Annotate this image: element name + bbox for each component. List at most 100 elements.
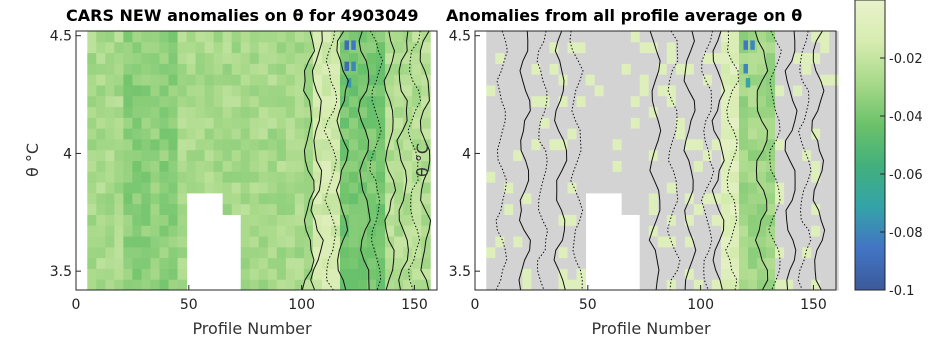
right-heat-cell (693, 31, 704, 43)
right-heat-cell (549, 279, 559, 291)
right-heat-cell (820, 192, 830, 205)
right-heat-cell (720, 106, 731, 118)
right-heat-cell (486, 117, 496, 129)
left-heat-cell (421, 63, 431, 75)
right-heat-cell (829, 106, 839, 118)
left-heat-cell (141, 63, 151, 75)
left-heat-cell (412, 117, 422, 129)
right-heat-cell (784, 149, 794, 161)
left-heat-cell (114, 117, 124, 129)
left-heat-cell (150, 52, 160, 64)
left-heat-cell (87, 203, 97, 215)
right-heat-cell (522, 84, 532, 97)
right-heat-cell (802, 182, 812, 194)
right-heat-cell (729, 236, 740, 248)
left-heat-cell (132, 128, 142, 140)
left-heat-cell (231, 160, 242, 172)
left-heat-cell (376, 41, 386, 54)
left-heat-cell (132, 95, 142, 108)
left-heat-cell (186, 52, 197, 64)
right-heat-cell (558, 160, 569, 172)
left-heat-cell (403, 31, 413, 43)
right-heat-cell (829, 95, 839, 108)
left-heat-cell (168, 182, 179, 194)
left-heat-cell (321, 214, 332, 226)
right-heat-cell (757, 160, 767, 172)
right-heat-cell (630, 106, 641, 118)
right-heat-cell (693, 84, 704, 97)
right-heat-cell (594, 84, 605, 97)
left-heat-cell (240, 149, 251, 161)
right-heat-cell (504, 31, 514, 43)
right-heat-cell (666, 268, 677, 280)
right-heat-cell (603, 171, 614, 183)
right-heat-cell (648, 203, 659, 215)
right-heat-cell (639, 128, 650, 140)
right-heat-cell (648, 236, 659, 248)
left-heat-cell (403, 52, 413, 64)
right-heat-cell (531, 268, 541, 280)
left-heat-cell (258, 31, 269, 43)
left-heat-cell (412, 268, 422, 280)
right-heat-cell (775, 236, 785, 248)
left-heat-cell (231, 117, 242, 129)
right-heat-cell (729, 192, 740, 205)
left-heat-cell (294, 41, 305, 54)
left-heat-cell (258, 171, 269, 183)
right-heat-cell (775, 160, 785, 172)
left-heat-cell (421, 138, 431, 151)
right-heat-cell (784, 52, 794, 64)
right-heat-cell (630, 160, 641, 172)
right-heat-cell (603, 74, 614, 86)
right-heat-cell (711, 117, 722, 129)
left-heat-cell (285, 171, 296, 183)
right-heat-cell (784, 160, 794, 172)
left-heat-cell (186, 31, 197, 43)
right-heat-cell (793, 106, 803, 118)
left-heat-cell (294, 225, 305, 237)
left-heat-cell (222, 95, 233, 108)
left-heat-cell (330, 203, 341, 215)
left-heat-cell (421, 84, 431, 97)
right-heat-cell (621, 192, 632, 205)
right-heat-cell (757, 214, 767, 226)
right-heat-cell (702, 63, 713, 75)
left-heat-cell (204, 74, 215, 86)
right-heat-cell (738, 236, 749, 248)
left-heat-cell (321, 95, 332, 108)
right-heat-cell (684, 171, 695, 183)
right-heat-cell (666, 63, 677, 75)
left-heat-cell (385, 225, 395, 237)
left-heat-cell (240, 117, 251, 129)
right-heat-cell (621, 203, 632, 215)
right-heat-cell (531, 41, 541, 54)
right-heat-cell (820, 279, 830, 291)
left-chart-title: CARS NEW anomalies on θ for 4903049 (66, 6, 419, 25)
left-heat-cell (186, 149, 197, 161)
left-heat-cell (96, 95, 106, 108)
right-heat-cell (757, 246, 767, 259)
right-heat-cell (820, 225, 830, 237)
left-heat-cell (349, 171, 359, 183)
left-heat-cell (339, 257, 350, 269)
left-heat-cell (123, 236, 133, 248)
right-heat-cell (820, 74, 830, 86)
right-heat-cell (666, 52, 677, 64)
right-heat-cell (775, 95, 785, 108)
left-heat-cell (141, 128, 151, 140)
left-heat-cell (249, 214, 260, 226)
left-heat-cell (159, 74, 170, 86)
left-heat-cell (213, 182, 224, 194)
left-heat-cell (376, 106, 386, 118)
right-heat-cell (522, 74, 532, 86)
left-contour-line (419, 30, 432, 291)
left-heat-cell (421, 117, 431, 129)
right-heat-cell (513, 63, 523, 75)
left-heat-cell (385, 182, 395, 194)
right-heat-cell (748, 182, 758, 194)
left-heat-cell (276, 268, 287, 280)
right-heat-cell (729, 149, 740, 161)
left-heat-cell (87, 106, 97, 118)
left-heat-cell (303, 63, 314, 75)
right-heat-cell (738, 160, 749, 172)
